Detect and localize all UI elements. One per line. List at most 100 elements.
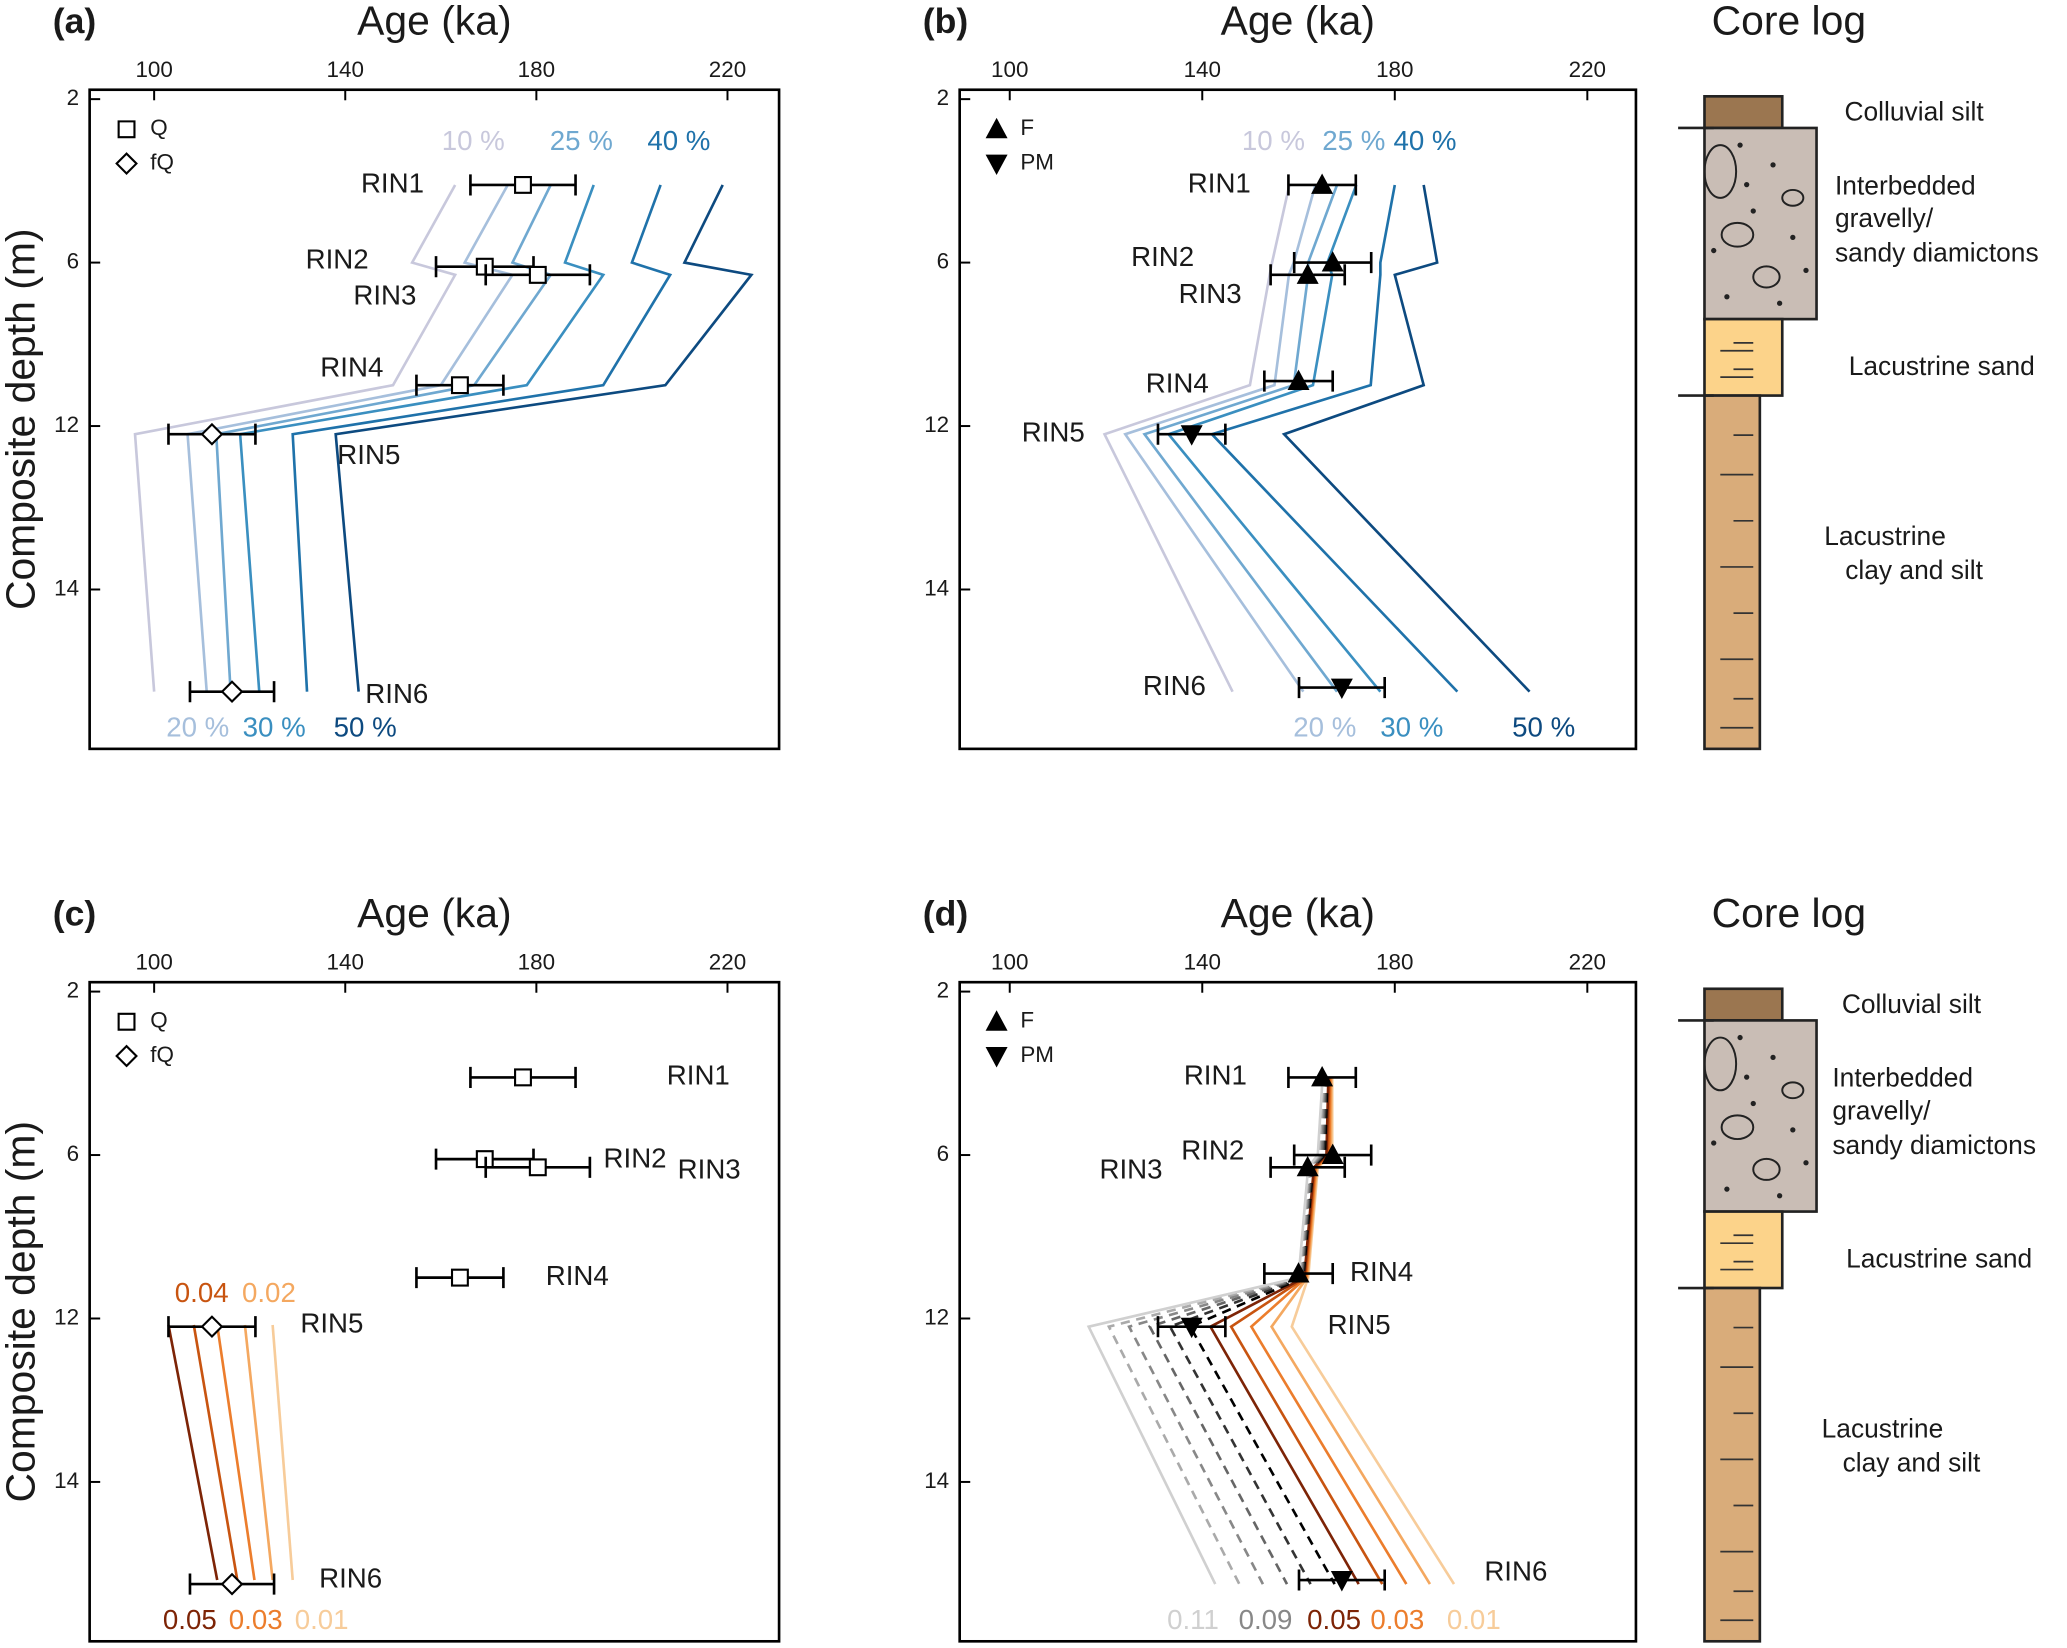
curve-label: 0.03 [1370, 1604, 1424, 1635]
model-curve [215, 1324, 256, 1581]
grain [1737, 142, 1743, 148]
marker [528, 1158, 547, 1177]
grain [1790, 1127, 1796, 1133]
y-tick-label: 12 [924, 1304, 949, 1329]
grain [1711, 1140, 1717, 1146]
clast [1703, 144, 1738, 199]
grain [1803, 267, 1809, 273]
curve-label: 50 % [1512, 711, 1575, 742]
model-curve [214, 184, 553, 692]
sample-label: RIN5 [300, 1308, 363, 1339]
marker [1321, 251, 1344, 272]
y-tick-label: 14 [54, 575, 79, 600]
plot-frame [88, 88, 781, 751]
x-axis-title: Age (ka) [357, 0, 511, 44]
marker [1180, 1317, 1203, 1339]
y-tick-label: 12 [54, 412, 79, 437]
curve-label: 25 % [550, 125, 613, 156]
curve-label: 20 % [166, 711, 229, 742]
curve-label: 50 % [334, 711, 397, 742]
panel-label: (d) [923, 894, 968, 934]
y-tick-label: 6 [937, 1141, 949, 1166]
sample-label: RIN4 [1146, 367, 1209, 398]
legend-marker [117, 1012, 136, 1031]
unit-label: clay and silt [1843, 1448, 1981, 1478]
model-curve [192, 1324, 239, 1581]
model-curve [243, 1324, 274, 1581]
core-unit [1703, 126, 1818, 321]
curve-label: 0.01 [295, 1604, 349, 1635]
model-curve [1166, 184, 1382, 693]
core-unit [1703, 1019, 1818, 1213]
marker [1330, 678, 1353, 700]
grain [1750, 1100, 1756, 1107]
y-axis-title: Composite depth (m) [0, 1121, 44, 1503]
sample-label: RIN6 [1143, 670, 1206, 701]
x-tick-label: 140 [327, 57, 364, 82]
curve-label: 0.04 [175, 1277, 229, 1308]
model-curve [334, 184, 754, 692]
model-curve [1209, 184, 1459, 693]
grain [1770, 1054, 1776, 1060]
panel-label: (c) [53, 894, 96, 934]
legend-marker [985, 117, 1008, 139]
marker [1311, 1065, 1334, 1087]
sample-label: RIN3 [1100, 1154, 1163, 1185]
model-curve [291, 184, 673, 692]
unit-label: Colluvial silt [1844, 96, 1984, 126]
legend-label: fQ [150, 1042, 174, 1067]
y-axis-title: Composite depth (m) [0, 229, 44, 611]
curve-label: 0.11 [1167, 1604, 1219, 1635]
clast [1781, 188, 1805, 207]
curve-label: 20 % [1293, 711, 1356, 742]
curve-label: 0.09 [1239, 1604, 1293, 1635]
unit-label: gravelly/ [1835, 203, 1934, 233]
marker [1321, 1143, 1344, 1165]
curve-label: 30 % [1380, 711, 1443, 742]
model-curve [167, 1324, 219, 1581]
core-unit [1703, 95, 1784, 130]
legend-marker [115, 1044, 138, 1068]
panel-label: (b) [923, 1, 968, 41]
marker [528, 265, 547, 284]
x-tick-label: 220 [1569, 950, 1606, 975]
legend-marker [985, 154, 1008, 176]
sample-label: RIN6 [319, 1562, 382, 1593]
clast [1752, 265, 1781, 289]
clast [1781, 1081, 1805, 1100]
x-axis-title: Age (ka) [1221, 0, 1375, 44]
clast [1720, 1114, 1755, 1141]
legend-label: F [1020, 115, 1034, 140]
x-tick-label: 180 [518, 57, 555, 82]
curve-label: 25 % [1322, 125, 1385, 156]
y-tick-label: 2 [67, 978, 79, 1003]
marker [1296, 263, 1319, 284]
legend-label: Q [150, 115, 167, 140]
model-curve [186, 184, 515, 692]
grain [1776, 1193, 1783, 1199]
clast [1752, 1157, 1781, 1181]
core-unit [1703, 394, 1762, 751]
marker [514, 1068, 532, 1087]
curve-label: 0.01 [1447, 1604, 1501, 1635]
sample-label: RIN1 [667, 1060, 730, 1091]
sample-label: RIN2 [1181, 1135, 1244, 1166]
y-tick-label: 14 [924, 575, 949, 600]
y-tick-label: 6 [67, 249, 79, 274]
marker [1296, 1155, 1319, 1177]
sample-label: RIN6 [1484, 1556, 1547, 1587]
curve-label: 40 % [1393, 125, 1456, 156]
marker [1287, 369, 1310, 391]
core-log-title: Core log [1712, 0, 1866, 44]
x-tick-label: 140 [1184, 57, 1221, 82]
x-tick-label: 180 [518, 950, 555, 975]
grain [1770, 162, 1776, 168]
legend-marker [117, 120, 136, 139]
marker [200, 1315, 224, 1339]
legend-marker [115, 152, 138, 175]
model-curve [1102, 184, 1291, 693]
sample-label: RIN4 [1350, 1256, 1413, 1287]
model-curve [133, 184, 458, 692]
marker [514, 175, 532, 194]
